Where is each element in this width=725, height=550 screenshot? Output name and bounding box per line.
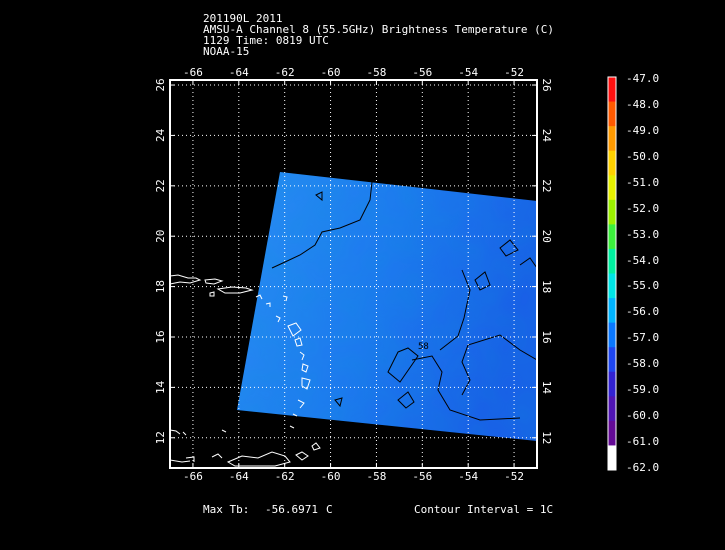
lon-tick-bottom: -66 <box>183 470 203 483</box>
colorbar-label: -51.0 <box>626 175 660 189</box>
header-line-time: 1129 Time: 0819 UTC <box>203 34 329 47</box>
contour-label: 58 <box>418 342 429 352</box>
lon-tick-bottom: -56 <box>412 470 432 483</box>
lon-tick-top: -62 <box>275 66 295 79</box>
colorbar-swatch <box>608 273 616 299</box>
lat-tick-right: 18 <box>540 280 553 293</box>
lon-tick-top: -60 <box>321 66 341 79</box>
lat-tick-left: 24 <box>154 128 167 142</box>
lon-tick-top: -54 <box>458 66 478 79</box>
colorbar-label: -48.0 <box>626 97 660 111</box>
colorbar-label: -56.0 <box>626 305 660 319</box>
lon-tick-top: -58 <box>367 66 387 79</box>
colorbar-label: -50.0 <box>626 149 660 163</box>
lon-tick-bottom: -52 <box>504 470 524 483</box>
lat-tick-right: 16 <box>540 330 553 343</box>
coastlines <box>170 274 321 467</box>
lat-tick-left: 16 <box>154 330 167 343</box>
swath-texture <box>237 172 537 441</box>
colorbar-swatch <box>608 298 616 324</box>
map-frame <box>169 79 538 469</box>
lat-tick-left: 22 <box>154 179 167 192</box>
colorbar-label: -62.0 <box>626 461 660 474</box>
lon-tick-top: -66 <box>183 66 203 79</box>
contour-lines <box>271 181 537 421</box>
lon-tick-bottom: -62 <box>275 470 295 483</box>
colorbar-label: -54.0 <box>626 253 660 267</box>
lon-tick-bottom: -64 <box>229 470 249 483</box>
colorbar-swatch <box>608 396 616 422</box>
lat-tick-left: 26 <box>154 78 167 91</box>
colorbar-swatch <box>608 445 616 471</box>
lon-tick-top: -52 <box>504 66 524 79</box>
colorbar-label: -58.0 <box>626 357 660 371</box>
colorbar-label: -52.0 <box>626 201 660 215</box>
lat-tick-left: 12 <box>154 431 167 444</box>
header-line-satellite: NOAA-15 <box>203 45 250 58</box>
lon-tick-bottom: -58 <box>367 470 387 483</box>
colorbar-swatch <box>608 150 616 176</box>
lon-tick-top: -64 <box>229 66 249 79</box>
max-tb-value: -56.6971 <box>265 503 318 516</box>
colorbar-swatch <box>608 347 616 373</box>
axis-ticks: -66 -66 -64 -64 -62 -62 -60 -60 -58 -58 -56 -56 -54 -… <box>154 66 553 483</box>
lat-tick-right: 26 <box>540 78 553 91</box>
colorbar-frame <box>607 76 617 471</box>
contour-interval: Contour Interval = 1C <box>414 503 554 516</box>
colorbar-label: -61.0 <box>626 435 660 449</box>
lon-tick-bottom: -60 <box>321 470 341 483</box>
colorbar-swatch <box>608 224 616 250</box>
colorbar-label: -59.0 <box>626 383 660 397</box>
header-line-channel: AMSU-A Channel 8 (55.5GHz) Brightness Te… <box>203 23 554 36</box>
lat-tick-right: 12 <box>540 431 553 444</box>
lat-tick-right: 24 <box>540 129 553 143</box>
colorbar-label: -47.0 <box>626 72 660 85</box>
lon-tick-top: -56 <box>412 66 432 79</box>
colorbar-swatch <box>608 199 616 225</box>
colorbar-swatch <box>608 371 616 397</box>
colorbar-swatch <box>608 248 616 274</box>
colorbar-label: -60.0 <box>626 409 660 423</box>
colorbar-label: -49.0 <box>626 123 660 137</box>
colorbar-label: -57.0 <box>626 331 660 345</box>
lat-tick-right: 14 <box>540 381 553 395</box>
colorbar-swatch <box>608 420 616 446</box>
colorbar-swatch <box>608 175 616 201</box>
colorbar-swatch <box>608 126 616 152</box>
lat-tick-right: 20 <box>540 230 553 243</box>
lat-tick-right: 22 <box>540 179 553 192</box>
max-tb-unit: C <box>326 503 333 516</box>
lon-tick-bottom: -54 <box>458 470 478 483</box>
colorbar <box>608 77 616 471</box>
colorbar-swatch <box>608 101 616 127</box>
max-tb-label: Max Tb: <box>203 503 250 516</box>
colorbar-label: -53.0 <box>626 227 660 241</box>
lat-tick-left: 20 <box>154 230 167 243</box>
graticule <box>170 80 537 468</box>
colorbar-label: -55.0 <box>626 279 660 293</box>
lat-tick-left: 18 <box>154 280 167 293</box>
header-line-storm-id: 201190L 2011 <box>203 12 283 25</box>
colorbar-swatch <box>608 322 616 348</box>
colorbar-swatch <box>608 77 616 103</box>
lat-tick-left: 14 <box>154 380 167 394</box>
